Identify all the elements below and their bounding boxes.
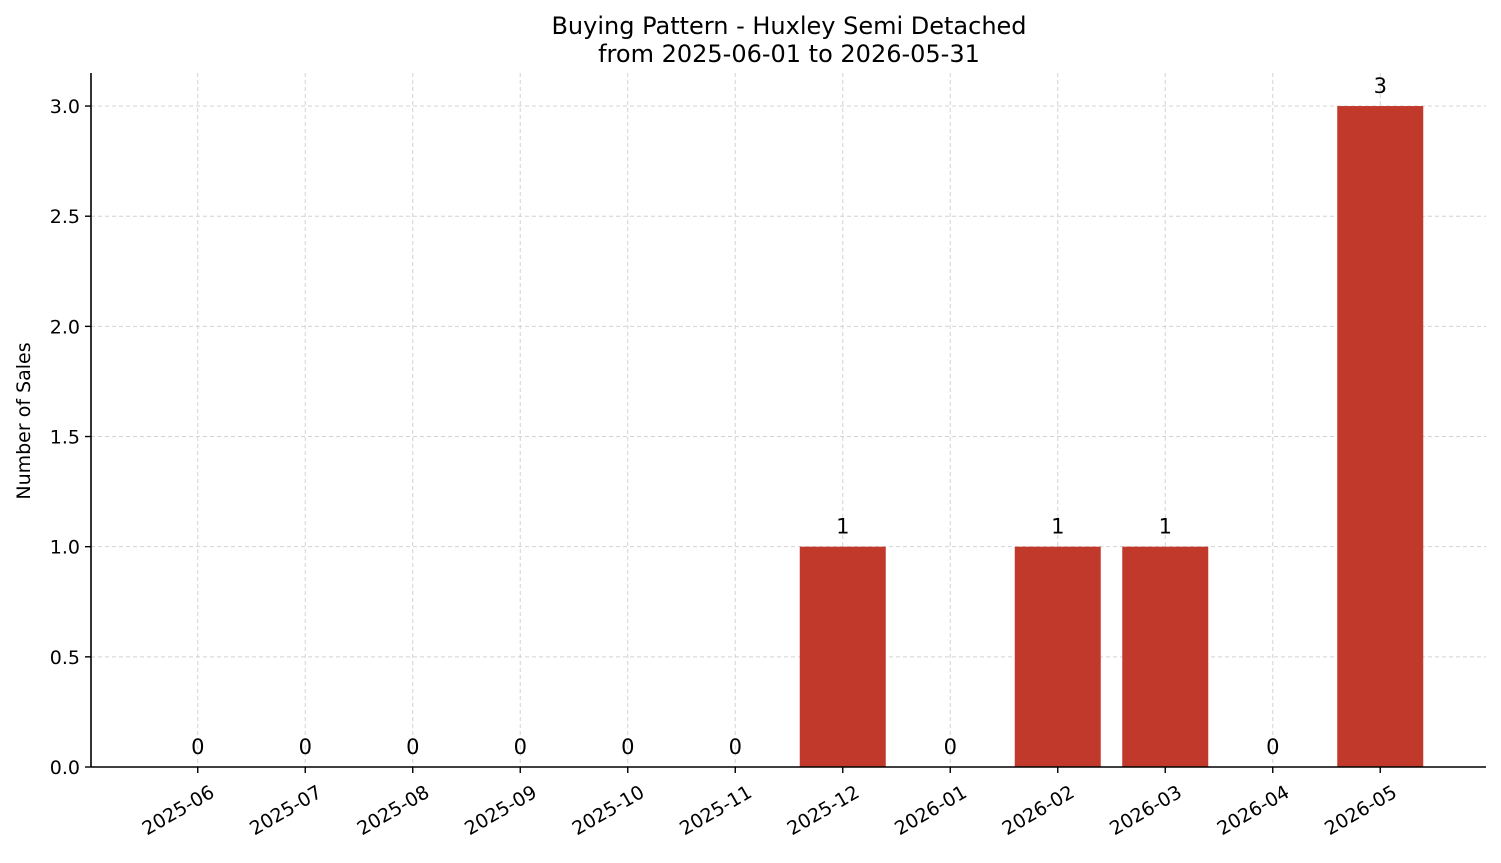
x-tick-label: 2025-11 [676,781,756,840]
x-tick-label: 2025-12 [783,781,863,840]
bar-value-label: 1 [836,515,849,539]
y-tick-label: 3.0 [50,96,80,118]
y-tick-label: 0.0 [50,757,80,779]
axes-layer [90,73,1486,768]
y-tick-label: 2.0 [50,316,80,338]
x-tick-label: 2026-01 [891,781,971,840]
y-tick-label: 1.0 [50,537,80,559]
bar-value-label: 0 [944,735,957,759]
ticks-layer [85,105,1381,773]
x-tick-label: 2026-03 [1106,781,1186,840]
y-tick-label: 1.5 [50,427,80,449]
x-tick-label: 2026-04 [1213,781,1293,840]
bars-layer [799,106,1424,768]
x-tick-label: 2026-02 [998,781,1078,840]
x-tick-label: 2025-10 [568,781,648,840]
bar-value-label: 0 [514,735,527,759]
x-tick-label: 2026-05 [1321,781,1401,840]
bar-value-label: 0 [1266,735,1279,759]
bar-value-label: 1 [1051,515,1064,539]
x-tick-label: 2025-08 [353,781,433,840]
bar-value-label: 0 [406,735,419,759]
bar-value-label: 3 [1374,74,1387,98]
grid-layer [91,73,1486,767]
x-tick-label: 2025-06 [138,781,218,840]
bar-value-label: 0 [299,735,312,759]
bar-value-label: 0 [191,735,204,759]
x-tick-label: 2025-07 [246,781,326,840]
y-axis-label: Number of Sales [13,342,35,499]
bar-value-label: 0 [621,735,634,759]
chart-title: Buying Pattern - Huxley Semi Detached [551,12,1026,40]
bar [799,546,886,767]
y-tick-label: 0.5 [50,647,80,669]
x-tick-label: 2025-09 [461,781,541,840]
bar [1122,546,1209,767]
bar-value-label: 1 [1159,515,1172,539]
bar-value-label: 0 [729,735,742,759]
chart-subtitle: from 2025-06-01 to 2026-05-31 [598,40,980,68]
y-tick-label: 2.5 [50,206,80,228]
bar [1014,546,1101,767]
bar [1337,106,1424,768]
